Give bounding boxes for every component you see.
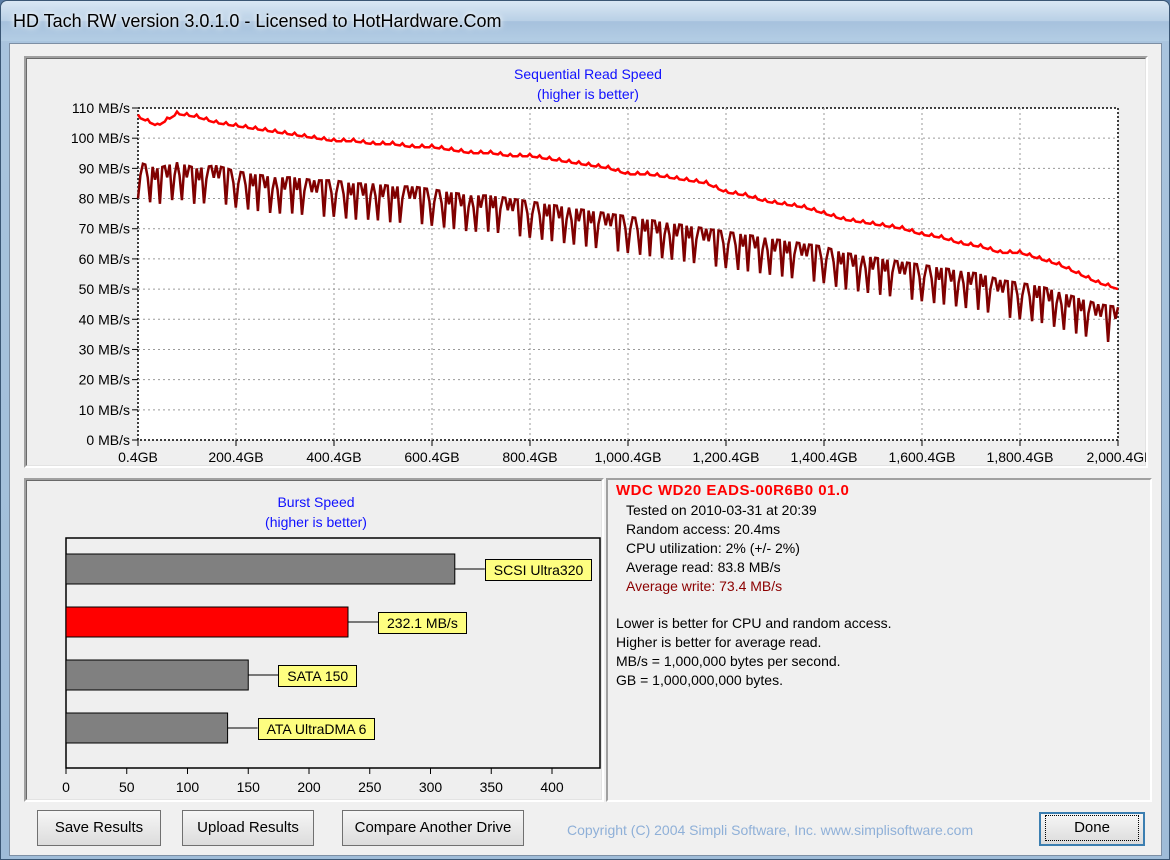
cpu-utilization: CPU utilization: 2% (+/- 2%) xyxy=(626,540,800,556)
burst-x-tick-label: 50 xyxy=(119,779,135,795)
y-tick-label: 20 MB/s xyxy=(79,372,130,388)
burst-subtitle: (higher is better) xyxy=(265,514,367,530)
x-tick-label: 400.4GB xyxy=(306,449,361,465)
x-tick-label: 1,800.4GB xyxy=(987,449,1054,465)
title-bar[interactable]: HD Tach RW version 3.0.1.0 - Licensed to… xyxy=(1,1,1169,41)
burst-title: Burst Speed xyxy=(277,494,355,510)
y-tick-label: 50 MB/s xyxy=(79,281,130,297)
x-tick-label: 2,000.4GB xyxy=(1087,449,1146,465)
read-speed-line xyxy=(136,109,1119,291)
sequential-chart-panel: Sequential Read Speed (higher is better)… xyxy=(24,56,1148,468)
y-tick-label: 0 MB/s xyxy=(86,432,130,448)
x-tick-label: 1,000.4GB xyxy=(595,449,662,465)
sequential-chart-title: Sequential Read Speed (higher is better) xyxy=(26,64,1150,104)
y-tick-label: 110 MB/s xyxy=(72,100,130,116)
burst-bar xyxy=(65,553,456,585)
y-tick-label: 80 MB/s xyxy=(79,191,130,207)
burst-chart-title: Burst Speed (higher is better) xyxy=(26,492,606,532)
x-tick-label: 800.4GB xyxy=(502,449,557,465)
burst-x-tick-label: 350 xyxy=(480,779,504,795)
done-button[interactable]: Done xyxy=(1039,812,1145,846)
note-line: Higher is better for average read. xyxy=(616,634,822,650)
x-tick-label: 200.4GB xyxy=(208,449,263,465)
note-line: MB/s = 1,000,000 bytes per second. xyxy=(616,653,841,669)
random-access: Random access: 20.4ms xyxy=(626,521,781,537)
y-tick-label: 60 MB/s xyxy=(79,251,130,267)
y-tick-label: 40 MB/s xyxy=(79,311,130,327)
burst-x-tick-label: 400 xyxy=(540,779,564,795)
compare-drive-button[interactable]: Compare Another Drive xyxy=(342,810,524,846)
sequential-chart: 110 MB/s 100 MB/s 90 MB/s 80 MB/s 70 MB/s 60 … xyxy=(71,100,1146,465)
x-tick-label: 600.4GB xyxy=(404,449,459,465)
burst-value-label: SATA 150 xyxy=(278,665,358,687)
write-speed-line xyxy=(136,162,1120,342)
results-info-panel: WDC WD20 EADS-00R6B0 01.0 Tested on 2010… xyxy=(606,478,1152,802)
burst-x-tick-label: 300 xyxy=(419,779,443,795)
y-tick-label: 70 MB/s xyxy=(79,221,130,237)
y-tick-label: 30 MB/s xyxy=(79,341,130,357)
burst-x-tick-label: 250 xyxy=(358,779,382,795)
x-tick-label: 1,600.4GB xyxy=(889,449,956,465)
save-results-button[interactable]: Save Results xyxy=(37,810,161,846)
burst-bar xyxy=(65,712,229,744)
x-tick-label: 1,400.4GB xyxy=(791,449,858,465)
burst-chart: 0 50 100 150 200 250 300 350 400 xyxy=(62,537,601,795)
burst-x-tick-label: 200 xyxy=(297,779,321,795)
note-line: GB = 1,000,000,000 bytes. xyxy=(616,672,783,688)
sequential-subtitle: (higher is better) xyxy=(537,86,639,102)
burst-value-label: 232.1 MB/s xyxy=(378,612,467,634)
sequential-title: Sequential Read Speed xyxy=(514,66,662,82)
average-write: Average write: 73.4 MB/s xyxy=(626,578,783,594)
average-read: Average read: 83.8 MB/s xyxy=(626,559,781,575)
y-tick-label: 10 MB/s xyxy=(79,402,130,418)
burst-x-tick-label: 150 xyxy=(237,779,261,795)
y-tick-label: 100 MB/s xyxy=(71,130,130,146)
burst-value-label: ATA UltraDMA 6 xyxy=(257,718,376,740)
note-line: Lower is better for CPU and random acces… xyxy=(616,615,892,631)
burst-bar xyxy=(65,606,349,638)
burst-chart-panel: Burst Speed (higher is better) 0 50 100 150… xyxy=(24,478,604,802)
client-area: Sequential Read Speed (higher is better)… xyxy=(9,43,1162,856)
window-title: HD Tach RW version 3.0.1.0 - Licensed to… xyxy=(13,11,502,31)
tested-date: Tested on 2010-03-31 at 20:39 xyxy=(626,502,817,518)
upload-results-button[interactable]: Upload Results xyxy=(182,810,314,846)
drive-name: WDC WD20 EADS-00R6B0 01.0 xyxy=(616,482,850,499)
done-label: Done xyxy=(1045,815,1139,841)
burst-bar xyxy=(65,659,249,691)
x-tick-label: 0.4GB xyxy=(118,449,158,465)
y-tick-label: 90 MB/s xyxy=(79,160,130,176)
burst-x-tick-label: 0 xyxy=(62,779,70,795)
burst-value-label: SCSI Ultra320 xyxy=(484,559,593,581)
copyright-text: Copyright (C) 2004 Simpli Software, Inc.… xyxy=(567,822,974,838)
burst-x-tick-label: 100 xyxy=(176,779,200,795)
x-tick-label: 1,200.4GB xyxy=(693,449,760,465)
